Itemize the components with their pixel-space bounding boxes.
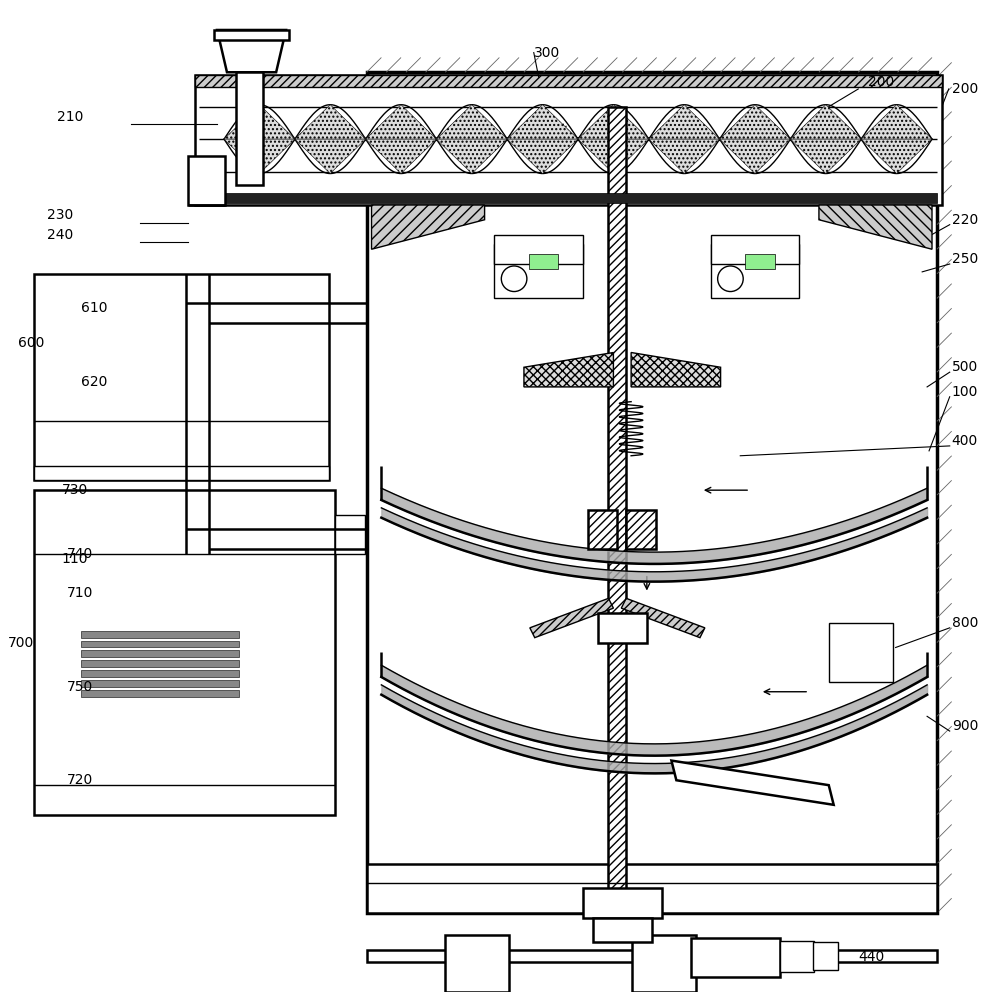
Polygon shape [524,353,614,387]
Bar [494,244,583,298]
Bar [188,156,225,205]
Bar [236,72,263,185]
Bar [593,918,652,942]
Polygon shape [649,139,720,174]
Text: 300: 300 [534,46,560,60]
Polygon shape [819,205,932,249]
Text: 700: 700 [8,636,34,650]
Polygon shape [436,139,508,174]
Polygon shape [861,139,932,174]
Polygon shape [224,139,295,174]
Bar [780,941,814,972]
Bar [366,72,937,913]
Polygon shape [508,139,578,174]
Bar [627,510,656,549]
Text: 610: 610 [82,301,108,315]
Bar [214,30,289,40]
Polygon shape [508,105,578,139]
Bar [366,864,937,913]
Text: 200: 200 [952,82,978,96]
Bar [529,254,559,269]
Text: 800: 800 [952,616,978,630]
Bar [745,254,775,269]
Bar [194,75,942,205]
Polygon shape [791,139,861,174]
Bar [82,631,239,638]
Text: 250: 250 [952,252,978,266]
Polygon shape [861,105,932,139]
Text: 900: 900 [952,719,978,733]
Bar [366,950,937,962]
Polygon shape [720,139,791,174]
Polygon shape [224,105,295,139]
Bar [583,888,662,918]
Text: 210: 210 [57,110,83,124]
Bar [494,235,583,264]
Polygon shape [436,105,508,139]
Bar [588,510,618,549]
Polygon shape [720,105,791,139]
Bar [335,515,364,554]
Text: 100: 100 [952,385,978,399]
Text: 240: 240 [47,228,74,242]
Bar [711,244,799,298]
Text: 600: 600 [18,336,44,350]
Polygon shape [530,598,614,638]
Polygon shape [649,105,720,139]
Polygon shape [622,598,705,638]
Polygon shape [295,139,365,174]
Bar [34,490,335,815]
Bar [82,641,239,647]
Bar [813,942,838,970]
Circle shape [718,266,743,292]
Bar [199,193,937,203]
Text: 740: 740 [67,547,93,561]
Bar [829,623,893,682]
Polygon shape [672,761,834,805]
Bar [194,75,942,87]
Polygon shape [631,353,721,387]
Text: 730: 730 [62,483,88,497]
Bar [445,935,510,992]
Text: 440: 440 [858,950,885,964]
Polygon shape [578,105,649,139]
Polygon shape [578,139,649,174]
Text: 110: 110 [62,552,88,566]
Text: 200: 200 [868,75,895,89]
Bar [34,466,329,480]
Text: 710: 710 [67,586,93,600]
Bar [632,935,696,992]
Text: 230: 230 [47,208,74,222]
Polygon shape [365,105,436,139]
Text: 400: 400 [952,434,978,448]
Text: 500: 500 [952,360,978,374]
Bar [82,650,239,657]
Polygon shape [791,105,861,139]
Bar [598,613,647,643]
Polygon shape [295,105,365,139]
Bar [609,107,627,913]
Bar [82,660,239,667]
Text: 720: 720 [67,773,93,787]
Bar [82,670,239,677]
Polygon shape [371,205,484,249]
Text: 620: 620 [82,375,108,389]
Polygon shape [217,30,286,72]
Bar [711,235,799,264]
Bar [34,274,329,480]
Text: 220: 220 [952,213,978,227]
Polygon shape [365,139,436,174]
Bar [82,690,239,697]
Bar [691,938,780,977]
Circle shape [502,266,527,292]
Bar [82,680,239,687]
Text: 750: 750 [67,680,93,694]
